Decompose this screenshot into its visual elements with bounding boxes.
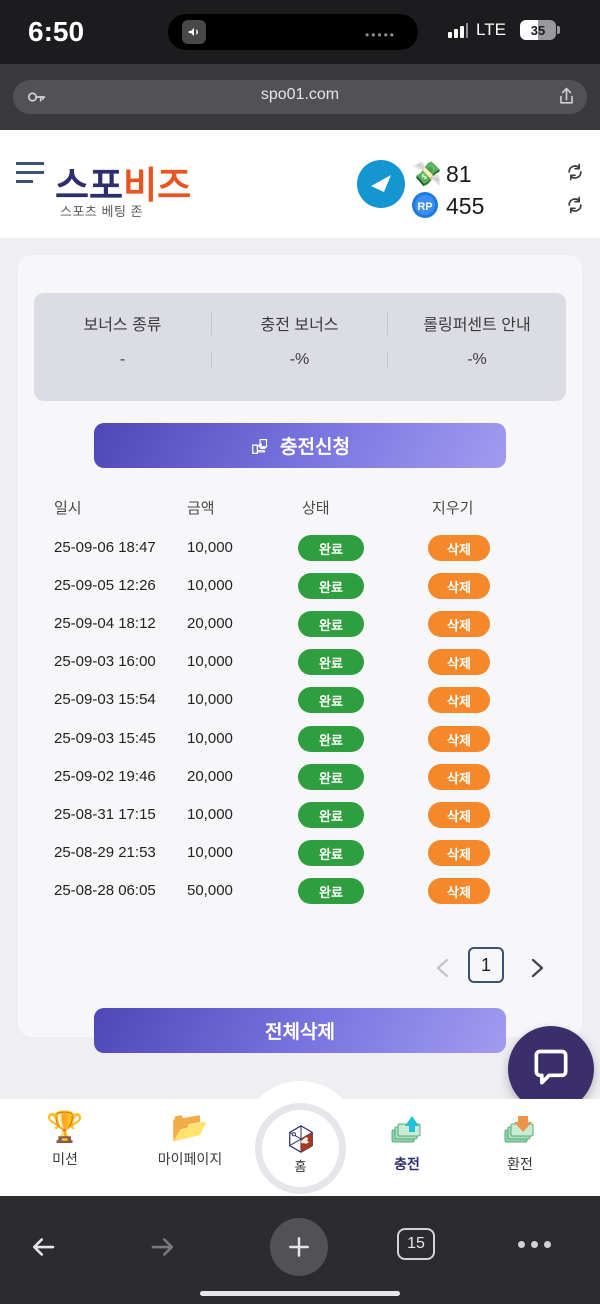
svg-text:RP: RP [417, 201, 432, 213]
